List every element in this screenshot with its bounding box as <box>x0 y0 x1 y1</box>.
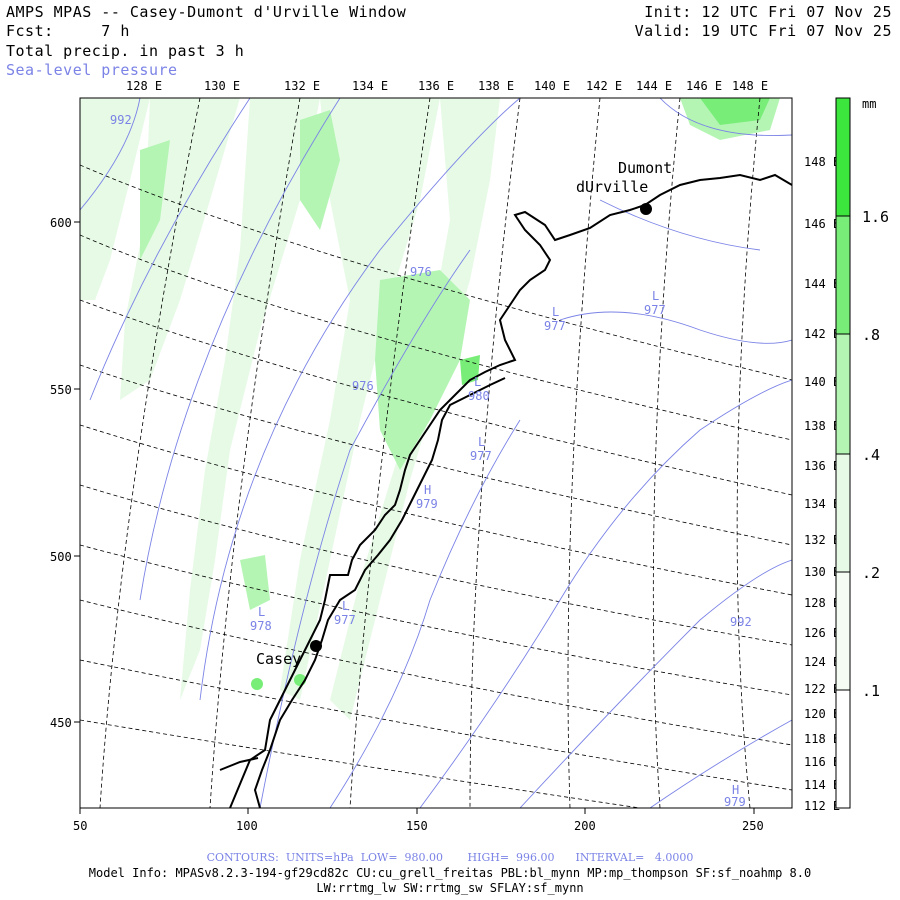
pressure-value: 977 <box>334 613 356 627</box>
right-lon-label: 124 E <box>804 655 840 669</box>
station-label-durville: dUrville <box>576 178 648 196</box>
right-lon-label: 116 E <box>804 755 840 769</box>
colorbar-label: .4 <box>862 446 880 464</box>
pressure-center: H <box>732 783 739 797</box>
pressure-center: L <box>478 435 485 449</box>
right-lon-label: 138 E <box>804 419 840 433</box>
y-axis-ticks: 600 550 500 450 <box>50 216 80 730</box>
top-lon-label: 130 E <box>204 79 240 93</box>
field-name: Total precip. in past 3 h <box>6 42 245 60</box>
pressure-value: 977 <box>470 449 492 463</box>
top-lon-label: 148 E <box>732 79 768 93</box>
init-time: Init: 12 UTC Fri 07 Nov 25 <box>644 3 892 21</box>
top-lon-label: 140 E <box>534 79 570 93</box>
colorbar-unit: mm <box>862 97 876 111</box>
y-tick-label: 600 <box>50 216 72 230</box>
y-tick-label: 500 <box>50 550 72 564</box>
pressure-value: 979 <box>416 497 438 511</box>
right-lon-label: 136 E <box>804 459 840 473</box>
station-label-dumont: Dumont <box>618 159 672 177</box>
pressure-center: L <box>474 375 481 389</box>
top-lon-label: 142 E <box>586 79 622 93</box>
right-lon-label: 112 E <box>804 799 840 813</box>
map-frame <box>79 97 793 809</box>
pressure-label: 992 <box>110 113 132 127</box>
y-tick-label: 550 <box>50 383 72 397</box>
top-lon-labels: 128 E 130 E 132 E 134 E 136 E 138 E 140 … <box>126 79 768 93</box>
pressure-label: 992 <box>730 615 752 629</box>
colorbar-segment <box>836 572 850 690</box>
station-label-casey: Casey <box>256 650 301 668</box>
pressure-value: 977 <box>644 303 666 317</box>
colorbar-label: .8 <box>862 326 880 344</box>
right-lon-label: 146 E <box>804 217 840 231</box>
pressure-label: 976 <box>352 379 374 393</box>
station-marker-dumont <box>640 203 652 215</box>
top-lon-label: 138 E <box>478 79 514 93</box>
right-lon-label: 118 E <box>804 732 840 746</box>
pressure-labels: 992 L 977 L 977 976 976 L 980 L 977 H 97… <box>110 113 752 809</box>
pressure-center: L <box>552 305 559 319</box>
colorbar-label: .2 <box>862 564 880 582</box>
right-lon-label: 148 E <box>804 155 840 169</box>
colorbar-label: 1.6 <box>862 208 889 226</box>
colorbar-segment <box>836 216 850 334</box>
right-lon-label: 122 E <box>804 682 840 696</box>
colorbar-segment <box>836 334 850 454</box>
right-lon-label: 144 E <box>804 277 840 291</box>
right-lon-label: 120 E <box>804 707 840 721</box>
right-lon-label: 134 E <box>804 497 840 511</box>
map-title: AMPS MPAS -- Casey-Dumont d'Urville Wind… <box>6 3 407 21</box>
contour-info: CONTOURS: UNITS=hPa LOW= 980.00 HIGH= 99… <box>206 851 694 864</box>
colorbar: mm 1.6 .8 .4 .2 .1 <box>835 97 889 809</box>
pressure-value: 979 <box>724 795 746 809</box>
top-lon-label: 128 E <box>126 79 162 93</box>
pressure-label: 976 <box>410 265 432 279</box>
x-tick-label: 200 <box>574 819 596 833</box>
y-tick-label: 450 <box>50 716 72 730</box>
x-tick-label: 50 <box>73 819 87 833</box>
pressure-contours <box>80 98 792 808</box>
top-lon-label: 146 E <box>686 79 722 93</box>
right-lon-label: 114 E <box>804 778 840 792</box>
x-axis-ticks: 50 100 150 200 250 <box>73 808 764 833</box>
model-info: Model Info: MPASv8.2.3-194-gf29cd82c CU:… <box>88 866 812 880</box>
graticule <box>80 98 792 808</box>
colorbar-segment <box>836 454 850 572</box>
right-lon-labels: 148 E 146 E 144 E 142 E 140 E 138 E 136 … <box>804 155 840 813</box>
x-tick-label: 250 <box>742 819 764 833</box>
right-lon-label: 140 E <box>804 375 840 389</box>
pressure-center: L <box>652 289 659 303</box>
colorbar-segment <box>836 690 850 808</box>
colorbar-label: .1 <box>862 682 880 700</box>
top-lon-label: 144 E <box>636 79 672 93</box>
coastline <box>219 173 792 808</box>
colorbar-segment <box>836 98 850 216</box>
right-lon-label: 132 E <box>804 533 840 547</box>
overlay-name: Sea-level pressure <box>6 61 178 79</box>
valid-time: Valid: 19 UTC Fri 07 Nov 25 <box>634 22 892 40</box>
top-lon-label: 132 E <box>284 79 320 93</box>
right-lon-label: 130 E <box>804 565 840 579</box>
station-marker-casey <box>310 640 322 652</box>
x-tick-label: 150 <box>406 819 428 833</box>
right-lon-label: 128 E <box>804 596 840 610</box>
pressure-center: H <box>424 483 431 497</box>
pressure-value: 977 <box>544 319 566 333</box>
top-lon-label: 136 E <box>418 79 454 93</box>
top-lon-label: 134 E <box>352 79 388 93</box>
pressure-value: 980 <box>468 389 490 403</box>
pressure-center: L <box>258 605 265 619</box>
forecast-hour: Fcst: 7 h <box>6 22 130 40</box>
model-info-physics: LW:rrtmg_lw SW:rrtmg_sw SFLAY:sf_mynn <box>316 881 584 895</box>
right-lon-label: 126 E <box>804 626 840 640</box>
x-tick-label: 100 <box>236 819 258 833</box>
pressure-center: L <box>342 599 349 613</box>
right-lon-label: 142 E <box>804 327 840 341</box>
pressure-value: 978 <box>250 619 272 633</box>
